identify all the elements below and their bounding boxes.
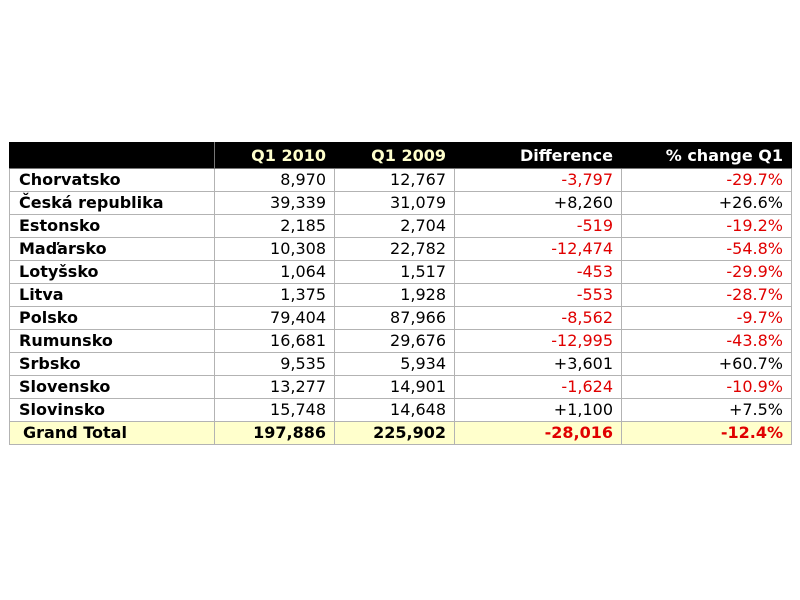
q1-2010-cell: 13,277 (214, 375, 335, 399)
country-cell: Lotyšsko (9, 260, 215, 284)
q1-2009-cell: 22,782 (334, 237, 455, 261)
country-cell: Polsko (9, 306, 215, 330)
country-cell: Chorvatsko (9, 168, 215, 192)
pct-change-cell: -54.8% (621, 237, 792, 261)
table-row: Polsko 79,404 87,966 -8,562 -9.7% (9, 306, 792, 330)
header-country (9, 142, 215, 169)
table-row: Lotyšsko 1,064 1,517 -453 -29.9% (9, 260, 792, 284)
difference-cell: -12,474 (454, 237, 622, 261)
pct-change-cell: -29.7% (621, 168, 792, 192)
difference-cell: -28,016 (454, 421, 622, 445)
country-cell: Srbsko (9, 352, 215, 376)
pct-change-cell: -29.9% (621, 260, 792, 284)
country-cell: Slovinsko (9, 398, 215, 422)
pct-change-cell: -19.2% (621, 214, 792, 238)
table-body: Chorvatsko 8,970 12,767 -3,797 -29.7% Česká r… (9, 168, 792, 445)
country-cell: Estonsko (9, 214, 215, 238)
q1-2010-cell: 79,404 (214, 306, 335, 330)
header-q1-2010: Q1 2010 (214, 142, 335, 169)
q1-2009-cell: 14,648 (334, 398, 455, 422)
table-row: Estonsko 2,185 2,704 -519 -19.2% (9, 214, 792, 238)
table-row: Slovinsko 15,748 14,648 +1,100 +7.5% (9, 398, 792, 422)
pct-change-cell: -28.7% (621, 283, 792, 307)
q1-2009-cell: 2,704 (334, 214, 455, 238)
table-row: Chorvatsko 8,970 12,767 -3,797 -29.7% (9, 168, 792, 192)
q1-2010-cell: 197,886 (214, 421, 335, 445)
table-row: Slovensko 13,277 14,901 -1,624 -10.9% (9, 375, 792, 399)
difference-cell: +3,601 (454, 352, 622, 376)
q1-2009-cell: 31,079 (334, 191, 455, 215)
q1-2009-cell: 225,902 (334, 421, 455, 445)
q1-2010-cell: 39,339 (214, 191, 335, 215)
q1-2009-cell: 29,676 (334, 329, 455, 353)
sales-comparison-table: Q1 2010 Q1 2009 Difference % change Q1 C… (9, 142, 792, 445)
difference-cell: -453 (454, 260, 622, 284)
header-pct-change: % change Q1 (621, 142, 792, 169)
pct-change-cell: -12.4% (621, 421, 792, 445)
q1-2009-cell: 1,517 (334, 260, 455, 284)
table-row: Rumunsko 16,681 29,676 -12,995 -43.8% (9, 329, 792, 353)
pct-change-cell: +26.6% (621, 191, 792, 215)
q1-2010-cell: 10,308 (214, 237, 335, 261)
table-header-row: Q1 2010 Q1 2009 Difference % change Q1 (9, 142, 792, 169)
table-row: Česká republika 39,339 31,079 +8,260 +26.6% (9, 191, 792, 215)
pct-change-cell: +7.5% (621, 398, 792, 422)
q1-2010-cell: 16,681 (214, 329, 335, 353)
country-cell: Rumunsko (9, 329, 215, 353)
q1-2010-cell: 15,748 (214, 398, 335, 422)
difference-cell: -12,995 (454, 329, 622, 353)
country-cell: Grand Total (9, 421, 215, 445)
pct-change-cell: -43.8% (621, 329, 792, 353)
grand-total-row: Grand Total 197,886 225,902 -28,016 -12.4% (9, 421, 792, 445)
pct-change-cell: -9.7% (621, 306, 792, 330)
q1-2010-cell: 1,064 (214, 260, 335, 284)
country-cell: Slovensko (9, 375, 215, 399)
table-row: Maďarsko 10,308 22,782 -12,474 -54.8% (9, 237, 792, 261)
header-difference: Difference (454, 142, 622, 169)
q1-2009-cell: 87,966 (334, 306, 455, 330)
difference-cell: -8,562 (454, 306, 622, 330)
country-cell: Česká republika (9, 191, 215, 215)
q1-2010-cell: 9,535 (214, 352, 335, 376)
table-row: Litva 1,375 1,928 -553 -28.7% (9, 283, 792, 307)
q1-2009-cell: 14,901 (334, 375, 455, 399)
difference-cell: +8,260 (454, 191, 622, 215)
difference-cell: -3,797 (454, 168, 622, 192)
difference-cell: +1,100 (454, 398, 622, 422)
q1-2010-cell: 8,970 (214, 168, 335, 192)
q1-2009-cell: 12,767 (334, 168, 455, 192)
difference-cell: -553 (454, 283, 622, 307)
country-cell: Litva (9, 283, 215, 307)
difference-cell: -1,624 (454, 375, 622, 399)
header-q1-2009: Q1 2009 (334, 142, 455, 169)
difference-cell: -519 (454, 214, 622, 238)
q1-2010-cell: 1,375 (214, 283, 335, 307)
pct-change-cell: +60.7% (621, 352, 792, 376)
country-cell: Maďarsko (9, 237, 215, 261)
q1-2010-cell: 2,185 (214, 214, 335, 238)
table-row: Srbsko 9,535 5,934 +3,601 +60.7% (9, 352, 792, 376)
q1-2009-cell: 5,934 (334, 352, 455, 376)
q1-2009-cell: 1,928 (334, 283, 455, 307)
pct-change-cell: -10.9% (621, 375, 792, 399)
